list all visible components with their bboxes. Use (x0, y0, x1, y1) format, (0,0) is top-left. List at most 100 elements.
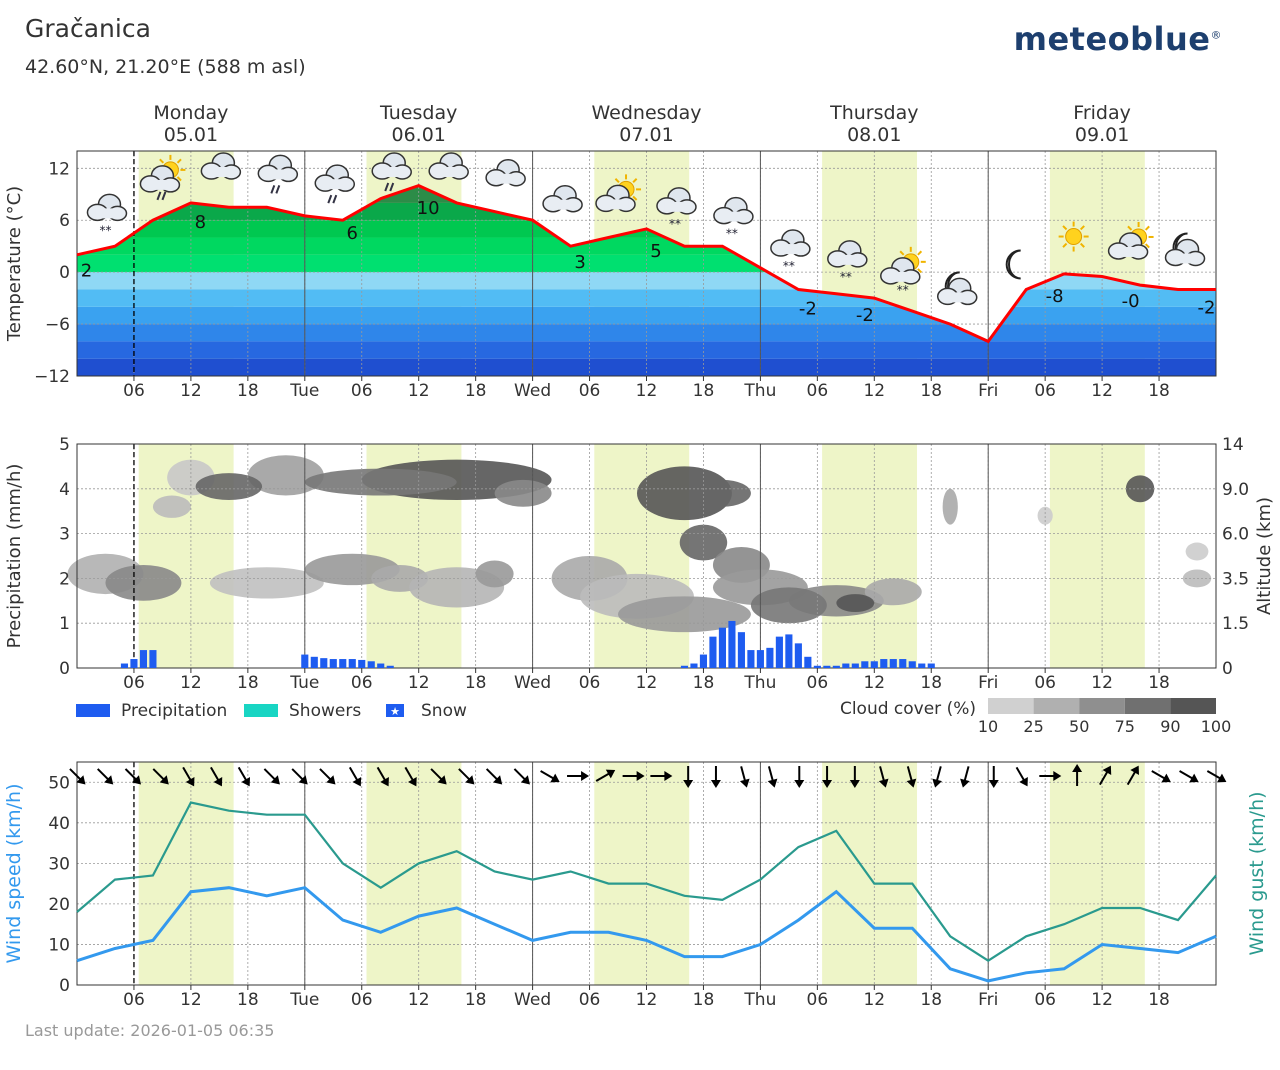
x-tick-label: 18 (693, 673, 715, 693)
daylight-band (1049, 444, 1145, 668)
y-tick-label: 14 (1222, 435, 1244, 455)
temperature-value-label: -2 (856, 305, 874, 326)
temperature-value-label: -2 (1198, 297, 1216, 318)
wind-arrow-icon (430, 768, 447, 785)
wind-arrow-icon (458, 768, 475, 785)
x-tick-label: 18 (237, 990, 259, 1010)
wind-arrow-icon (822, 766, 833, 788)
precipitation-bar (377, 663, 385, 668)
snow-icon: ** (840, 270, 852, 284)
precipitation-bar (785, 634, 793, 668)
day-name: Tuesday (379, 102, 457, 124)
cloud-cover-swatch (1124, 698, 1171, 714)
cloud-icon (86, 193, 128, 222)
brand-logo[interactable]: meteoblue® (1014, 20, 1222, 58)
wind-arrow-icon (1072, 764, 1083, 786)
wind-gust-axis-label: Wind gust (km/h) (1246, 791, 1268, 955)
cloud-cover-swatch (1170, 698, 1216, 714)
weather-icon (595, 174, 642, 213)
cloud-icon (371, 152, 412, 180)
wind-arrow-icon (404, 766, 417, 787)
x-tick-label: 18 (237, 673, 259, 693)
x-tick-label: 18 (693, 381, 715, 401)
temperature-panel: 06 12 18 Tue 06 12 18 Wed 06 12 18 Thu 06 12 18 Fri 06 12… (4, 150, 1217, 401)
x-tick-label: Fri (978, 990, 998, 1010)
cloud-cover-legend-title: Cloud cover (%) (840, 699, 976, 719)
cloud-cover-area (1185, 542, 1209, 561)
cloud-cover-area (679, 524, 728, 561)
cloud-icon (1164, 238, 1206, 267)
cloud-cover-tick: 25 (1023, 717, 1043, 736)
legend-label-precipitation: Precipitation (121, 701, 227, 721)
precipitation-bar (756, 650, 764, 668)
x-tick-label: Thu (743, 673, 776, 693)
wind-arrow-icon (1039, 771, 1062, 781)
precipitation-bar (139, 650, 148, 668)
daylight-band (366, 762, 462, 985)
x-tick-label: 06 (1034, 673, 1056, 693)
weather-icon (1107, 221, 1154, 260)
cloud-icon (656, 187, 697, 215)
wind-arrow-icon (376, 766, 389, 787)
wind-arrow-icon (210, 766, 223, 787)
day-name: Friday (1073, 102, 1131, 124)
wind-arrow-icon (513, 768, 530, 785)
wind-arrow-icon (710, 766, 721, 788)
precipitation-bar (358, 659, 366, 668)
precipitation-bar (889, 659, 897, 668)
wind-arrow-icon (152, 768, 169, 785)
precipitation-bar (804, 656, 812, 668)
y-tick-label: 50 (48, 773, 70, 793)
wind-arrow-icon (906, 766, 917, 788)
cloud-cover-area (152, 495, 191, 518)
precipitation-bar (690, 663, 698, 668)
precipitation-bar (794, 643, 802, 668)
legend-label-snow: Snow (421, 701, 467, 721)
weather-icon (139, 154, 186, 201)
precipitation-bar (329, 659, 337, 668)
altitude-axis-label: Altitude (km) (1254, 497, 1275, 615)
precipitation-panel: 06 12 18 Tue 06 12 18 Wed 06 12 18 Thu 06 12 18 Fri 06 12… (4, 435, 1275, 693)
x-tick-label: 12 (636, 381, 658, 401)
wind-gust-line (76, 801, 1217, 963)
precipitation-bar (813, 665, 821, 668)
x-tick-label: Tue (289, 673, 319, 693)
wind-arrow-icon (622, 771, 645, 781)
x-tick-label: 18 (920, 673, 942, 693)
day-date: 07.01 (619, 124, 673, 146)
cloud-cover-tick: 10 (978, 717, 998, 736)
x-tick-label: Tue (289, 381, 319, 401)
snow-icon: ** (783, 259, 795, 273)
precipitation-bar (718, 627, 726, 668)
x-tick-label: 12 (408, 673, 430, 693)
cloud-cover-area (942, 488, 958, 525)
precipitation-bar (832, 665, 840, 668)
precipitation-bar (301, 654, 309, 668)
x-tick-label: 06 (1034, 990, 1056, 1010)
precipitation-axis-label: Precipitation (mm/h) (4, 464, 25, 649)
x-tick-label: Fri (978, 673, 998, 693)
wind-arrow-icon (767, 766, 778, 788)
x-tick-label: Thu (743, 990, 776, 1010)
x-tick-label: 18 (237, 381, 259, 401)
cloud-icon (200, 152, 242, 180)
y-tick-label: 12 (48, 159, 70, 179)
precipitation-bar (709, 636, 717, 668)
cloud-cover-area (864, 578, 922, 606)
x-tick-label: 06 (123, 673, 145, 693)
x-tick-label: 06 (579, 673, 601, 693)
temperature-value-label: 10 (417, 198, 440, 219)
daylight-band (1049, 762, 1145, 985)
wind-arrow-icon (849, 766, 860, 788)
precipitation-bar (320, 658, 328, 668)
cloud-cover-area (209, 567, 324, 599)
precipitation-bar (899, 659, 907, 668)
coordinates-subtitle: 42.60°N, 21.20°E (588 m asl) (25, 56, 306, 78)
weather-icon: ** (880, 246, 926, 297)
precipitation-bar (367, 661, 375, 668)
precipitation-bar (927, 663, 935, 668)
x-tick-label: 06 (123, 381, 145, 401)
y-tick-label: 5 (59, 435, 70, 455)
rain-icon (384, 182, 395, 192)
temperature-value-label: -2 (799, 299, 817, 320)
